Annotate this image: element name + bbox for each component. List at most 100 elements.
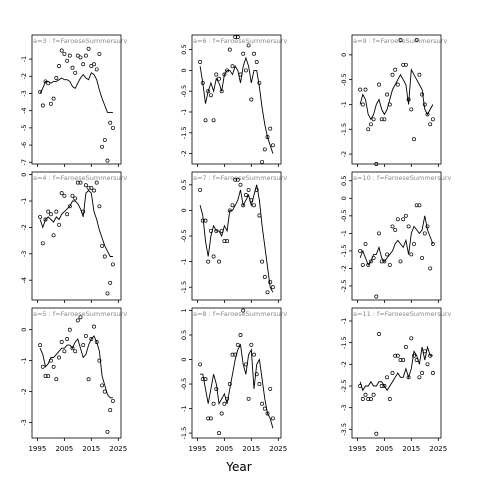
data-point [86,377,91,382]
y-tick-label: -5 [20,125,28,131]
fit-line [39,72,113,113]
data-point [97,358,102,363]
panel-label: a=5 : f=FaroeseSummersurv [33,310,127,318]
y-tick-label: -1 [20,357,28,363]
panel: a=4 : f=FaroeseSummersurv -4 -3 -2 -1 0 [20,171,127,303]
data-point [395,217,400,222]
data-point [360,102,365,107]
data-point [257,213,262,218]
data-point [368,122,373,127]
data-point [363,87,368,92]
data-point [227,382,232,386]
data-point [393,227,398,232]
data-point [46,81,51,86]
y-tick-label: -1 [340,101,348,107]
data-point [198,362,203,367]
data-point [403,213,408,218]
data-point [428,353,433,358]
data-point [100,144,105,149]
panel-label: a=3 : f=FaroeseSummersurv [33,37,127,45]
y-tick-label: -1 [340,318,348,324]
data-point [241,51,246,56]
data-point [198,187,203,192]
data-point [75,53,80,58]
data-point [262,406,267,411]
data-point [252,352,256,357]
data-point [62,51,67,56]
data-point [249,198,254,203]
y-tick-label: -7 [20,159,28,165]
data-point [395,353,400,358]
data-point [382,259,387,264]
data-point [387,397,392,401]
y-tick-label: -3 [20,251,28,257]
x-tick-label: 2005 [215,445,233,453]
data-point [230,203,235,208]
y-tick-label: -1 [180,405,188,411]
fit-line [359,345,433,392]
data-point [59,48,64,53]
data-point [414,203,419,208]
data-point [368,259,373,264]
data-point [59,191,64,196]
data-point [62,193,67,198]
data-point [420,92,425,97]
data-point [227,208,232,213]
data-point [105,429,110,434]
y-tick-label: -1.5 [340,245,348,258]
y-tick-label: -2 [340,361,348,367]
panel-frame [351,34,442,165]
data-point [225,396,230,401]
data-point [398,259,403,264]
fit-line [200,343,274,429]
data-point [358,248,363,253]
data-point [57,222,61,227]
data-point [246,187,251,192]
panel-label: a=4 : f=FaroeseSummersurv [33,174,127,182]
data-point [238,182,243,187]
y-tick-label: -1.5 [180,427,188,440]
data-point [249,97,254,102]
fit-line [359,215,434,266]
data-point [57,355,61,360]
panel: a=10 : f=FaroeseSummersurv -2.5 -2 -1.5 -1 -0… [340,171,452,303]
data-point [363,392,368,397]
y-tick-label: -1.5 [340,336,348,349]
y-tick-label: -0.5 [180,378,188,391]
data-point [219,411,224,416]
data-point [409,107,414,112]
x-tick-label: 1995 [188,445,206,453]
data-point [108,408,113,413]
data-point [206,259,211,264]
data-point [108,280,113,285]
panel-label: a=10 : f=FaroeseSummersurv [353,174,452,182]
y-tick-label: -4 [20,107,28,113]
data-point [243,68,248,73]
data-point [48,101,53,106]
data-point [219,89,224,94]
data-point [65,58,70,63]
data-point [214,386,219,391]
data-point [211,118,216,123]
data-point [401,62,406,67]
data-point [246,43,251,48]
data-point [368,397,373,401]
data-point [65,212,70,217]
y-tick-label: -6 [20,142,28,148]
panel-frame [191,307,282,439]
data-point [54,209,59,214]
data-point [40,103,45,108]
data-point [366,397,371,401]
y-tick-label: -2 [340,151,348,157]
data-point [208,228,213,233]
data-point [67,204,72,209]
data-point [89,185,94,190]
data-point [417,375,422,380]
data-point [86,46,91,51]
x-tick-label: 2015 [242,445,260,453]
panel: a=6 : f=FaroeseSummersurv -2 -1.5 -1 -0.5 0 0.… [180,34,287,167]
y-tick-label: -3.5 [340,423,348,436]
y-tick-label: -2 [180,150,188,156]
data-point [252,203,256,208]
data-point [48,358,53,363]
